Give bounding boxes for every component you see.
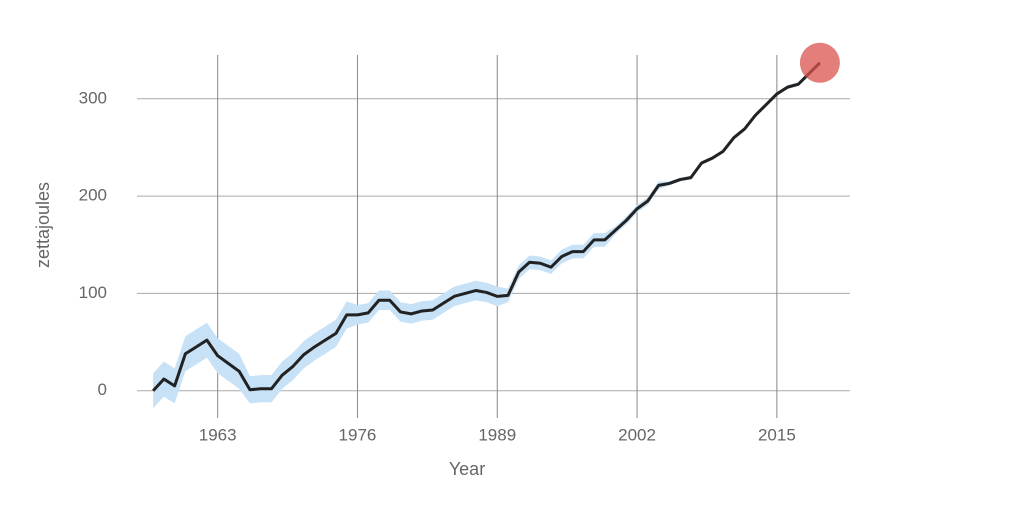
y-tick-label: 100: [79, 283, 107, 302]
y-tick-label: 0: [98, 380, 107, 399]
y-tick-label: 200: [79, 186, 107, 205]
data-line: [152, 61, 821, 392]
uncertainty-band: [153, 60, 820, 409]
x-tick-label: 2015: [758, 425, 796, 444]
x-tick-label: 1976: [339, 425, 377, 444]
x-tick-label: 1963: [199, 425, 237, 444]
y-tick-label: 300: [79, 88, 107, 107]
y-axis-title: zettajoules: [33, 182, 53, 268]
x-axis-title: Year: [449, 459, 485, 479]
x-tick-label: 2002: [618, 425, 656, 444]
x-tick-label: 1989: [478, 425, 516, 444]
highlight-point: [799, 42, 840, 83]
